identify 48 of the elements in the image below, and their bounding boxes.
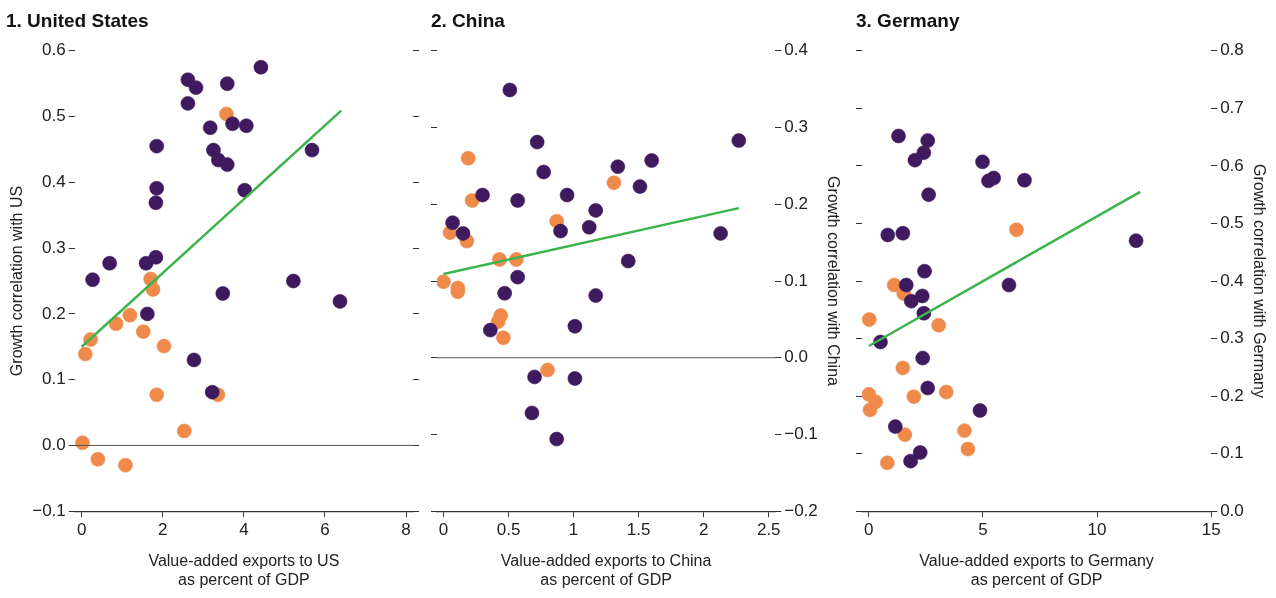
y2-axis-title: Growth correlation with Germany	[1250, 164, 1268, 398]
y2-tick-label: −0.1	[784, 424, 818, 444]
y2-tick-label: 0.4	[1220, 270, 1244, 290]
x-tick-label: 0	[76, 520, 87, 540]
x-tick-label: 2.5	[756, 520, 781, 540]
y2-tick-label: 0.2	[784, 193, 808, 213]
x-tick-label: 0.5	[496, 520, 521, 540]
y2-tick-label: 0.6	[1220, 155, 1244, 175]
y-tick-label: 0.5	[42, 106, 66, 126]
y-tick-label: −0.1	[32, 500, 66, 520]
y2-tick-label: 0.4	[784, 40, 808, 60]
y2-tick-label: 0.3	[784, 117, 808, 137]
x-axis-title: Value-added exports to US as percent of GDP	[148, 551, 340, 588]
x-tick-label: 0	[438, 520, 449, 540]
y2-tick-label: 0.0	[1220, 500, 1244, 520]
x-axis-title: Value-added exports to China as percent of GDP	[500, 551, 712, 588]
chart-title: 1. United States	[6, 9, 149, 31]
y-tick-label: 0.2	[42, 303, 66, 323]
x-tick-label: 1	[568, 520, 579, 540]
y2-tick-label: 0.1	[784, 270, 808, 290]
x-tick-label: 1.5	[626, 520, 651, 540]
y2-axis-title: Growth correlation with China	[824, 176, 842, 387]
x-tick-label: 8	[401, 520, 411, 540]
y-tick-label: 0.6	[42, 40, 66, 60]
x-tick-label: 6	[320, 520, 330, 540]
y-tick-label: 0.4	[42, 172, 66, 192]
y-tick-label: 0.3	[42, 237, 66, 257]
y2-tick-label: 0.1	[1220, 443, 1244, 463]
chart-title: 2. China	[431, 9, 506, 31]
x-tick-label: 0	[864, 520, 874, 540]
y2-tick-label: 0.8	[1220, 40, 1244, 60]
y2-tick-label: −0.2	[784, 500, 818, 520]
y-tick-label: 0.0	[42, 435, 66, 455]
x-tick-label: 15	[1201, 520, 1221, 540]
x-tick-label: 4	[239, 520, 249, 540]
x-tick-label: 2	[158, 520, 168, 540]
x-tick-label: 2	[698, 520, 709, 540]
y2-tick-label: 0.2	[1220, 385, 1244, 405]
x-axis-title: Value-added exports to Germany as percent of GDP	[919, 551, 1154, 588]
x-tick-label: 5	[978, 520, 988, 540]
chart-title: 3. Germany	[856, 9, 960, 31]
y-axis-title: Growth correlation with US	[8, 185, 26, 377]
y-tick-label: 0.1	[42, 369, 66, 389]
y2-tick-label: 0.3	[1220, 328, 1244, 348]
y2-tick-label: 0.0	[784, 347, 808, 367]
y2-tick-label: 0.7	[1220, 98, 1244, 118]
x-tick-label: 10	[1087, 520, 1107, 540]
y2-tick-label: 0.5	[1220, 213, 1244, 233]
